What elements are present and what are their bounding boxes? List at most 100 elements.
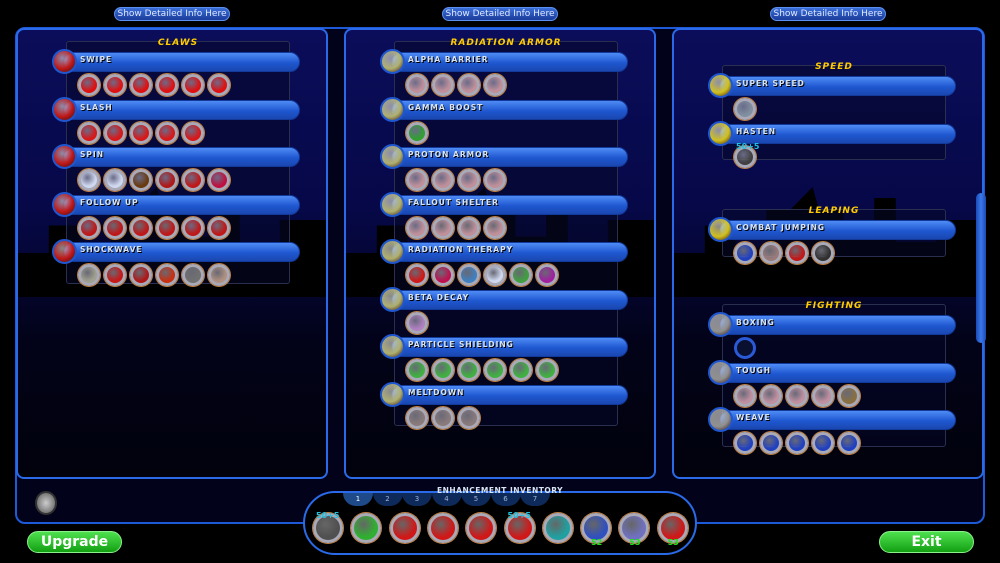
enhancement-slot[interactable] — [104, 74, 126, 96]
enhancement-slot[interactable] — [406, 121, 428, 144]
enhancement-slot[interactable] — [838, 432, 860, 454]
enhancement-slot[interactable] — [812, 242, 834, 264]
enhancement-slot[interactable] — [536, 264, 558, 286]
enhancement-slot[interactable] — [734, 384, 756, 407]
enhancement-slot[interactable] — [182, 121, 204, 144]
enhancement-slot[interactable] — [208, 264, 230, 286]
power-icon[interactable] — [380, 144, 405, 169]
enhancement-slot[interactable] — [156, 169, 178, 191]
inventory-enhancement[interactable] — [427, 513, 458, 543]
enhancement-slot[interactable] — [786, 242, 808, 264]
enhancement-slot[interactable] — [458, 406, 480, 429]
enhancement-slot[interactable] — [104, 216, 126, 239]
enhancement-slot[interactable] — [838, 384, 860, 407]
power-icon[interactable] — [708, 312, 733, 337]
enhancement-slot[interactable] — [812, 384, 834, 407]
power-icon[interactable] — [708, 73, 733, 98]
enhancement-slot[interactable] — [734, 145, 756, 168]
enhancement-slot[interactable] — [734, 98, 756, 120]
enhancement-slot[interactable] — [734, 432, 756, 454]
enhancement-slot[interactable] — [458, 216, 480, 239]
enhancement-slot[interactable] — [182, 169, 204, 191]
enhancement-slot[interactable] — [760, 432, 782, 454]
inventory-enhancement[interactable] — [657, 513, 688, 543]
inventory-enhancement[interactable] — [466, 513, 497, 543]
power-icon[interactable] — [708, 217, 733, 242]
enhancement-slot[interactable] — [182, 74, 204, 96]
enhancement-slot[interactable] — [130, 169, 152, 191]
power-icon[interactable] — [380, 49, 405, 74]
enhancement-slot[interactable] — [406, 74, 428, 96]
enhancement-slot[interactable] — [156, 74, 178, 96]
enhancement-slot[interactable] — [156, 121, 178, 144]
enhancement-slot[interactable] — [130, 264, 152, 286]
enhancement-slot[interactable] — [104, 121, 126, 144]
show-info-button-3[interactable]: Show Detailed Info Here — [770, 7, 886, 21]
exit-button[interactable]: Exit — [879, 531, 974, 553]
enhancement-slot[interactable] — [406, 359, 428, 381]
enhancement-slot[interactable] — [458, 264, 480, 286]
enhancement-slot[interactable] — [484, 216, 506, 239]
power-icon[interactable] — [380, 334, 405, 359]
power-icon[interactable] — [52, 49, 77, 74]
inventory-tab-6[interactable]: 6 — [490, 493, 521, 506]
power-icon[interactable] — [708, 359, 733, 385]
enhancement-slot[interactable] — [130, 74, 152, 96]
inventory-tab-7[interactable]: 7 — [520, 493, 550, 506]
trash-icon[interactable] — [35, 491, 57, 515]
enhancement-slot[interactable] — [104, 169, 126, 191]
inventory-tab-1[interactable]: 1 — [343, 493, 373, 506]
enhancement-slot[interactable] — [484, 359, 506, 381]
enhancement-slot[interactable] — [786, 432, 808, 454]
enhancement-slot[interactable] — [406, 311, 428, 334]
empty-slot[interactable] — [734, 337, 756, 359]
enhancement-slot[interactable] — [458, 169, 480, 191]
enhancement-slot[interactable] — [510, 264, 532, 286]
enhancement-slot[interactable] — [484, 74, 506, 96]
inventory-enhancement[interactable] — [619, 513, 650, 543]
enhancement-slot[interactable] — [812, 432, 834, 454]
power-icon[interactable] — [52, 96, 77, 122]
power-icon[interactable] — [708, 120, 733, 146]
enhancement-slot[interactable] — [78, 264, 100, 286]
enhancement-slot[interactable] — [458, 359, 480, 381]
inventory-tab-2[interactable]: 2 — [372, 493, 403, 506]
enhancement-slot[interactable] — [208, 216, 230, 239]
power-icon[interactable] — [708, 407, 733, 432]
power-icon[interactable] — [52, 144, 77, 169]
enhancement-slot[interactable] — [484, 169, 506, 191]
inventory-tab-5[interactable]: 5 — [461, 493, 491, 506]
enhancement-slot[interactable] — [406, 406, 428, 429]
power-icon[interactable] — [380, 96, 405, 122]
power-icon[interactable] — [52, 191, 77, 217]
enhancement-slot[interactable] — [432, 359, 454, 381]
enhancement-slot[interactable] — [432, 406, 454, 429]
enhancement-slot[interactable] — [432, 216, 454, 239]
enhancement-slot[interactable] — [406, 169, 428, 191]
show-info-button-1[interactable]: Show Detailed Info Here — [114, 7, 230, 21]
enhancement-slot[interactable] — [432, 74, 454, 96]
power-icon[interactable] — [380, 239, 405, 264]
inventory-enhancement[interactable] — [504, 513, 535, 543]
power-icon[interactable] — [380, 191, 405, 217]
enhancement-slot[interactable] — [536, 359, 558, 381]
enhancement-slot[interactable] — [182, 264, 204, 286]
enhancement-slot[interactable] — [78, 169, 100, 191]
enhancement-slot[interactable] — [208, 74, 230, 96]
enhancement-slot[interactable] — [734, 242, 756, 264]
show-info-button-2[interactable]: Show Detailed Info Here — [442, 7, 558, 21]
enhancement-slot[interactable] — [130, 121, 152, 144]
inventory-tab-3[interactable]: 3 — [402, 493, 432, 506]
power-icon[interactable] — [380, 381, 405, 407]
enhancement-slot[interactable] — [406, 264, 428, 286]
enhancement-slot[interactable] — [156, 264, 178, 286]
inventory-enhancement[interactable] — [313, 513, 343, 543]
enhancement-slot[interactable] — [78, 74, 100, 96]
enhancement-slot[interactable] — [78, 216, 100, 239]
enhancement-slot[interactable] — [208, 169, 230, 191]
inventory-tab-4[interactable]: 4 — [431, 493, 462, 506]
enhancement-slot[interactable] — [458, 74, 480, 96]
enhancement-slot[interactable] — [130, 216, 152, 239]
enhancement-slot[interactable] — [484, 264, 506, 286]
inventory-enhancement[interactable] — [389, 513, 420, 543]
